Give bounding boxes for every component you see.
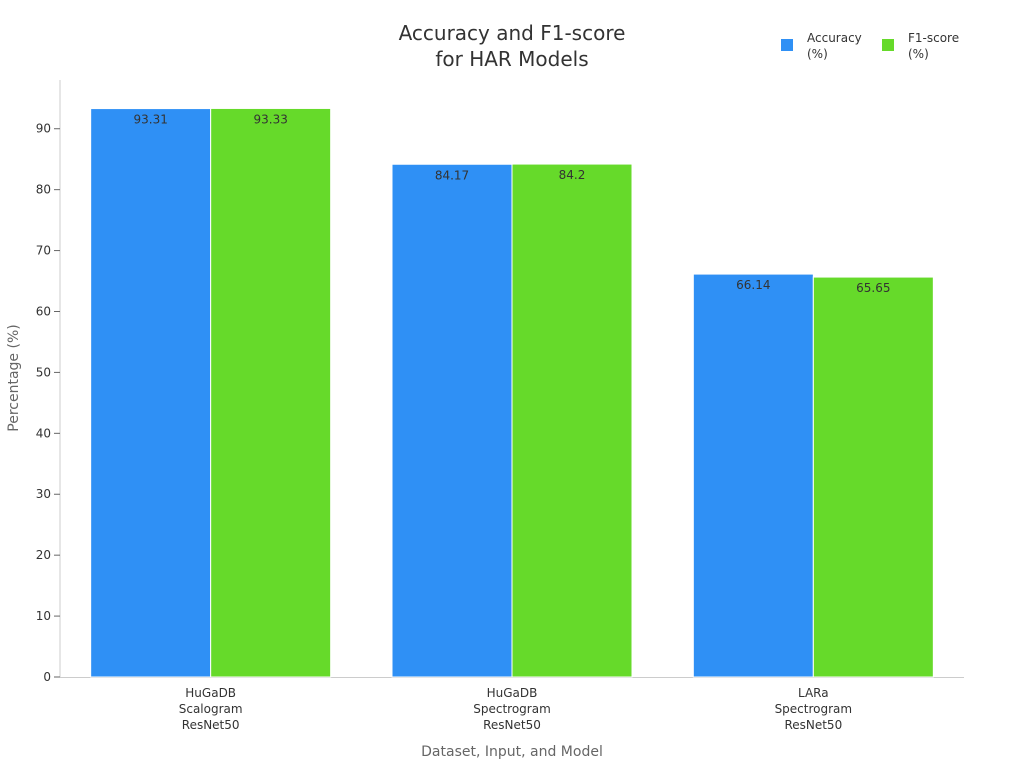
y-axis-title: Percentage (%) (6, 324, 22, 431)
bar-value-label: 65.65 (856, 281, 890, 295)
legend-label: Accuracy (807, 31, 862, 45)
bar-value-label: 84.2 (559, 168, 586, 182)
y-tick-label: 10 (36, 609, 51, 623)
y-tick-label: 60 (36, 304, 51, 318)
bar-value-label: 66.14 (736, 278, 770, 292)
x-axis-title: Dataset, Input, and Model (421, 744, 603, 760)
y-tick-label: 40 (36, 426, 51, 440)
bar-value-label: 93.31 (133, 113, 167, 127)
x-tick-label: LARa (798, 686, 829, 700)
x-tick-label: Scalogram (179, 702, 243, 716)
y-tick-label: 50 (36, 365, 51, 379)
chart-title-line: Accuracy and F1-score (399, 21, 626, 45)
legend-swatch (882, 39, 894, 51)
bar (812, 276, 934, 678)
x-tick-label: HuGaDB (487, 686, 538, 700)
y-tick-label: 80 (36, 183, 51, 197)
bars (90, 107, 934, 678)
bar (90, 108, 212, 678)
legend-label: (%) (807, 47, 828, 61)
axes: 0 10 20 30 40 50 60 70 80 90 HuGaDB Scalogram ResNet… (6, 80, 964, 760)
legend: Accuracy (%) F1-score (%) (781, 31, 959, 61)
legend-label: F1-score (908, 31, 959, 45)
legend-label: (%) (908, 47, 929, 61)
x-tick-label: Spectrogram (775, 702, 853, 716)
x-tick-label: ResNet50 (483, 718, 541, 732)
x-tick-label: Spectrogram (473, 702, 551, 716)
data-labels: 93.31 93.33 84.17 84.2 66.14 65.65 (133, 112, 890, 295)
bar (210, 107, 332, 678)
y-tick-label: 20 (36, 548, 51, 562)
x-tick-label: ResNet50 (182, 718, 240, 732)
bar (692, 273, 814, 678)
y-tick-label: 0 (43, 670, 51, 684)
x-tick-label: HuGaDB (185, 686, 236, 700)
legend-swatch (781, 39, 793, 51)
bar-value-label: 93.33 (253, 112, 287, 126)
y-tick-label: 30 (36, 487, 51, 501)
bar-value-label: 84.17 (435, 168, 469, 182)
bar (511, 163, 633, 678)
y-tick-label: 90 (36, 122, 51, 136)
x-tick-label: ResNet50 (784, 718, 842, 732)
chart-title-line: for HAR Models (435, 47, 588, 71)
bar (391, 163, 513, 678)
y-tick-label: 70 (36, 244, 51, 258)
